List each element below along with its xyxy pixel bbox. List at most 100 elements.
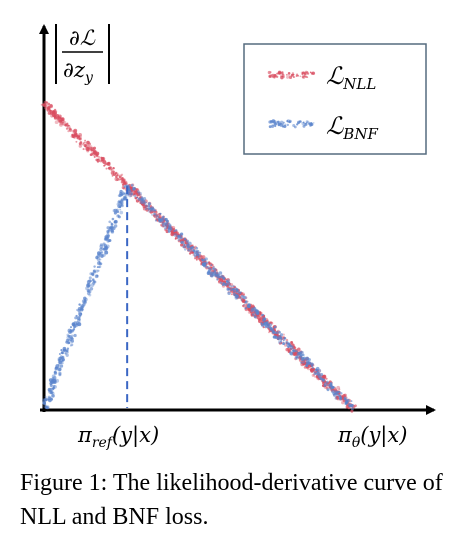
bnf-point	[292, 349, 296, 353]
bnf-point	[205, 265, 209, 269]
bnf-point	[187, 245, 190, 249]
bnf-point	[102, 253, 106, 257]
bnf-point	[315, 369, 319, 372]
bnf-point	[242, 295, 247, 300]
bnf-point	[67, 341, 71, 345]
bnf-point	[165, 225, 168, 228]
nll-point	[87, 145, 91, 149]
bnf-point	[58, 353, 61, 355]
bnf-point	[302, 361, 305, 364]
nll-point	[66, 124, 71, 129]
nll-point	[75, 140, 78, 143]
bnf-point	[224, 283, 228, 286]
bnf-point	[187, 241, 192, 246]
nll-point	[45, 104, 49, 109]
nll-point	[64, 123, 69, 128]
nll-point	[171, 233, 174, 236]
bnf-point	[235, 288, 239, 292]
bnf-point	[88, 276, 92, 280]
legend: ℒNLL ℒBNF	[243, 43, 427, 155]
bnf-point	[350, 400, 353, 403]
bnf-point	[346, 400, 349, 403]
bnf-point	[310, 362, 314, 367]
nll-point	[114, 177, 119, 182]
bnf-point	[78, 303, 81, 306]
bnf-point	[95, 269, 99, 273]
nll-point	[98, 155, 101, 159]
nll-point	[110, 171, 114, 175]
bnf-point	[232, 292, 236, 296]
nll-point	[97, 158, 101, 161]
bnf-point	[119, 200, 124, 204]
bnf-point	[206, 261, 209, 264]
bnf-point	[147, 208, 152, 213]
nll-point	[233, 286, 236, 289]
bnf-point	[67, 328, 72, 333]
nll-legend-point	[299, 75, 302, 78]
bnf-point	[125, 184, 128, 187]
legend-bnf-swatch	[268, 119, 315, 129]
bnf-point	[55, 378, 60, 383]
bnf-point	[161, 223, 166, 227]
x-tick-pi-ref: πref(y|x)	[77, 423, 159, 451]
bnf-point	[210, 264, 213, 267]
bnf-point	[112, 209, 116, 213]
bnf-point	[113, 211, 117, 215]
bnf-legend-point	[286, 123, 289, 127]
bnf-point	[191, 245, 195, 249]
bnf-legend-point	[288, 121, 291, 124]
bnf-point	[330, 385, 335, 390]
bnf-point	[44, 397, 48, 402]
bnf-point	[221, 283, 225, 287]
bnf-point	[263, 321, 268, 326]
bnf-point	[165, 222, 170, 227]
bnf-point	[79, 307, 84, 312]
nll-point	[193, 257, 197, 260]
nll-legend-point	[291, 73, 294, 76]
bnf-point	[93, 265, 96, 268]
nll-point	[174, 237, 177, 240]
bnf-point	[110, 225, 114, 230]
bnf-point	[64, 351, 67, 355]
bnf-point	[99, 262, 103, 266]
nll-point	[65, 127, 69, 130]
bnf-point	[117, 194, 121, 197]
bnf-point	[318, 373, 320, 376]
bnf-point	[227, 288, 230, 291]
bnf-point	[65, 340, 69, 344]
bnf-point	[164, 226, 167, 230]
bnf-legend-point	[268, 120, 272, 124]
nll-point	[82, 143, 84, 146]
nll-point	[226, 285, 230, 289]
bnf-point	[212, 274, 215, 277]
bnf-point	[167, 230, 171, 234]
bnf-point	[166, 219, 169, 223]
nll-point	[49, 104, 54, 109]
bnf-point	[337, 390, 340, 394]
bnf-point	[302, 353, 305, 357]
nll-point	[67, 124, 70, 127]
bnf-point	[214, 271, 219, 276]
bnf-point	[173, 233, 178, 237]
bnf-point	[242, 304, 245, 307]
bnf-point	[180, 240, 185, 245]
nll-point	[66, 122, 69, 125]
nll-point	[84, 139, 87, 142]
bnf-point	[282, 339, 285, 342]
bnf-point	[182, 245, 186, 249]
nll-point	[56, 113, 60, 117]
nll-point	[293, 352, 297, 356]
bnf-point	[206, 265, 210, 269]
bnf-point	[183, 237, 187, 241]
bnf-point	[177, 238, 181, 242]
bnf-point	[188, 248, 193, 253]
nll-legend-point	[303, 75, 306, 78]
bnf-point	[78, 311, 82, 316]
nll-point	[293, 346, 297, 349]
bnf-point	[199, 251, 202, 254]
bnf-point	[99, 254, 104, 259]
legend-box	[243, 43, 427, 155]
nll-point	[166, 222, 169, 226]
nll-point	[118, 174, 122, 178]
bnf-point	[244, 307, 247, 310]
